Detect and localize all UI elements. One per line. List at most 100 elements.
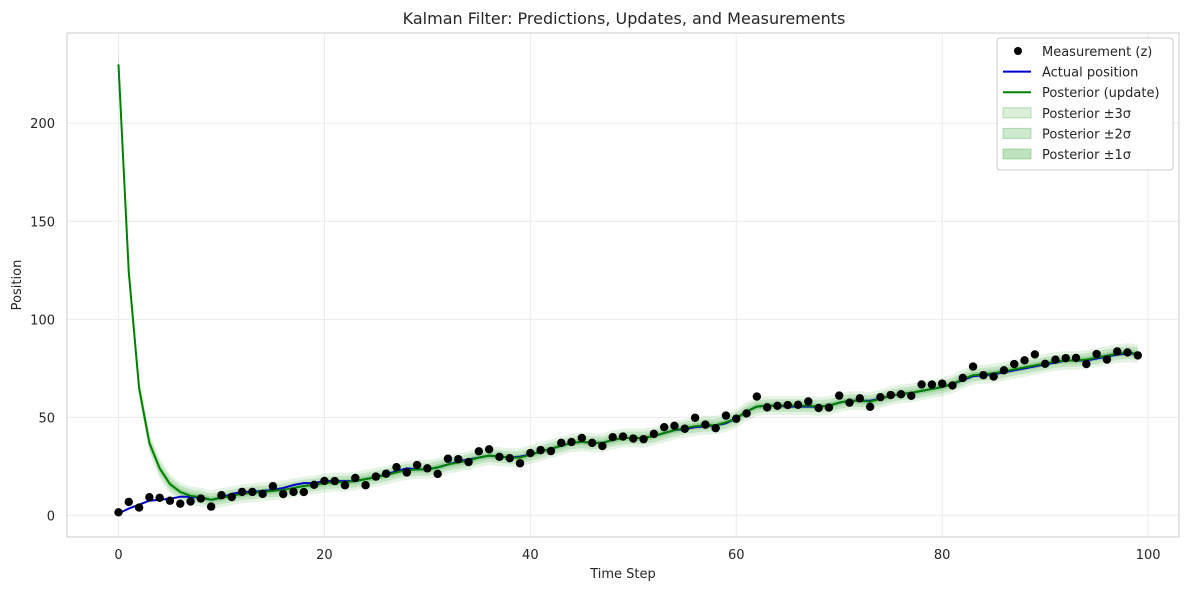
y-tick-label: 0: [47, 509, 55, 524]
measurement-point: [371, 472, 381, 481]
measurement-point: [546, 446, 556, 456]
measurement-point: [412, 460, 422, 470]
measurement-point: [330, 476, 339, 486]
posterior-1sigma-band: [118, 60, 1138, 503]
measurement-point: [701, 420, 710, 429]
measurement-point: [927, 380, 937, 389]
measurement-point: [505, 453, 514, 463]
measurement-point: [937, 379, 947, 388]
y-tick-label: 150: [30, 215, 55, 230]
legend-label: Measurement (z): [1042, 45, 1152, 60]
measurement-point: [855, 394, 865, 403]
x-tick-labels: 0 20 40 60 80 100: [114, 548, 1160, 563]
legend-label: Posterior ±1σ: [1042, 148, 1131, 163]
measurement-point: [629, 434, 638, 443]
measurement-points: [114, 347, 1143, 517]
measurement-point: [865, 402, 875, 411]
measurement-point: [474, 447, 484, 456]
measurement-point: [124, 497, 133, 507]
measurement-point: [433, 469, 442, 479]
measurement-point: [299, 487, 309, 497]
measurement-point: [484, 445, 494, 454]
measurement-point: [1010, 359, 1019, 369]
legend-patch-swatch: [1002, 107, 1032, 119]
legend-patch-swatch: [1002, 127, 1032, 139]
legend-marker-measurement: [1014, 47, 1022, 55]
measurement-point: [793, 400, 803, 410]
measurement-point: [742, 409, 751, 418]
measurement-point: [340, 481, 350, 490]
measurement-point: [649, 429, 659, 439]
x-tick-label: 80: [934, 548, 951, 563]
measurement-point: [567, 437, 576, 447]
x-tick-label: 100: [1136, 548, 1161, 563]
measurement-point: [495, 452, 504, 461]
measurement-point: [783, 400, 792, 410]
legend-label: Posterior ±3σ: [1042, 107, 1131, 122]
legend-label: Actual position: [1042, 66, 1138, 81]
measurement-point: [896, 390, 906, 399]
measurement-point: [948, 381, 957, 390]
legend: Measurement (z) Actual position Posterior …: [996, 37, 1174, 171]
measurement-point: [618, 432, 628, 441]
legend-patch-swatch: [1002, 148, 1032, 160]
measurement-point: [1133, 351, 1143, 360]
measurement-point: [423, 464, 432, 473]
measurement-point: [114, 508, 123, 517]
measurement-point: [835, 391, 844, 400]
measurement-point: [1020, 356, 1029, 365]
measurement-point: [1102, 355, 1112, 364]
measurement-point: [515, 459, 525, 468]
x-tick-label: 0: [114, 548, 122, 563]
measurement-point: [196, 494, 206, 503]
measurement-point: [134, 503, 144, 512]
measurement-point: [289, 487, 298, 497]
measurement-point: [536, 445, 545, 455]
measurement-point: [309, 480, 319, 490]
measurement-point: [258, 489, 267, 499]
measurement-point: [320, 476, 329, 486]
measurement-point: [145, 492, 154, 502]
legend-label: Posterior ±2σ: [1042, 127, 1131, 142]
measurement-point: [1113, 347, 1122, 356]
measurement-point: [1123, 348, 1132, 357]
measurement-point: [176, 499, 185, 508]
measurement-point: [557, 438, 566, 448]
x-tick-label: 60: [728, 548, 745, 563]
chart-title: Kalman Filter: Predictions, Updates, and…: [403, 9, 846, 28]
measurement-point: [186, 497, 195, 506]
measurement-point: [381, 469, 391, 478]
x-tick-label: 20: [316, 548, 333, 563]
y-tick-label: 100: [30, 313, 55, 328]
posterior-2sigma-band: [118, 55, 1138, 507]
plot-frame: [66, 32, 1180, 538]
measurement-point: [711, 423, 720, 433]
measurement-point: [762, 403, 772, 412]
posterior-update-line: [117, 64, 1138, 501]
measurement-point: [814, 403, 823, 413]
measurement-point: [1092, 349, 1101, 359]
x-tick-label: 40: [522, 548, 539, 563]
measurement-point: [824, 403, 834, 412]
measurement-point: [1040, 359, 1050, 369]
measurement-point: [721, 411, 731, 420]
legend-frame: [996, 37, 1174, 171]
measurement-point: [732, 414, 741, 423]
measurement-point: [577, 433, 587, 443]
measurement-point: [587, 438, 597, 448]
measurement-point: [907, 391, 916, 401]
measurement-point: [886, 390, 895, 400]
x-axis-label: Time Step: [589, 567, 656, 582]
measurement-point: [248, 487, 257, 497]
series-lines: [117, 64, 1138, 515]
y-axis-label: Position: [10, 260, 25, 311]
measurement-point: [1030, 350, 1040, 359]
measurement-point: [752, 392, 762, 401]
measurement-point: [1051, 355, 1060, 364]
measurement-point: [680, 424, 689, 433]
measurement-point: [237, 487, 247, 497]
measurement-point: [443, 454, 453, 463]
measurement-point: [690, 413, 700, 422]
measurement-point: [155, 493, 164, 502]
